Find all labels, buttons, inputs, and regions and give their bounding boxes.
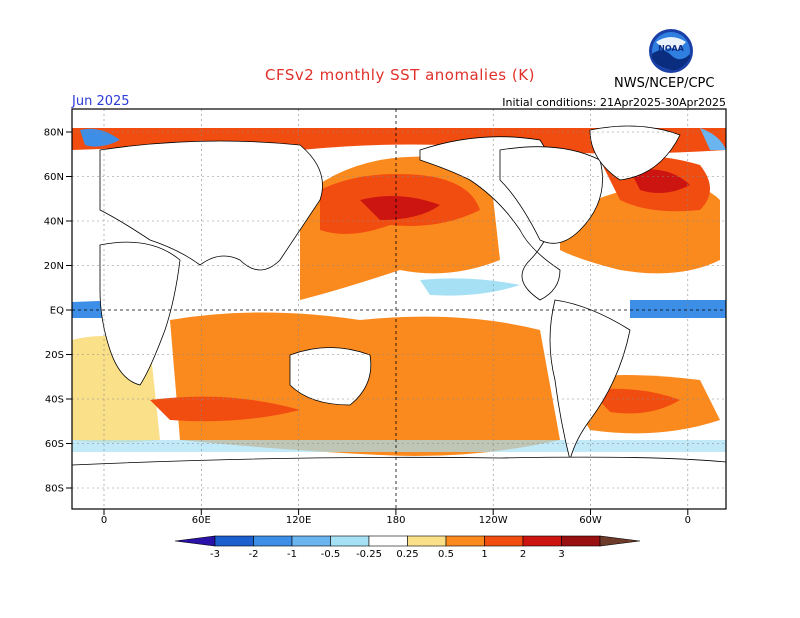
graticule bbox=[72, 109, 726, 509]
lat-label: EQ bbox=[50, 306, 64, 317]
lat-label: 80N bbox=[44, 128, 64, 139]
colorbar-label: 0.5 bbox=[438, 549, 454, 560]
colorbar-swatch bbox=[253, 535, 293, 547]
lon-label: 0 bbox=[685, 515, 691, 526]
colorbar-label: 1 bbox=[481, 549, 487, 560]
colorbar-swatch bbox=[214, 535, 254, 547]
lat-label: 80S bbox=[45, 484, 64, 495]
lat-label: 20N bbox=[44, 261, 64, 272]
noaa-logo: NOAA bbox=[648, 28, 694, 74]
colorbar-label: -3 bbox=[210, 549, 220, 560]
lat-label: 40N bbox=[44, 217, 64, 228]
colorbar-swatch bbox=[445, 535, 485, 547]
colorbar-label: -2 bbox=[249, 549, 259, 560]
agency-label: NWS/NCEP/CPC bbox=[614, 76, 715, 91]
lat-label: 20S bbox=[45, 350, 64, 361]
colorbar-swatch bbox=[522, 535, 562, 547]
lon-label: 0 bbox=[101, 515, 107, 526]
lat-label: 40S bbox=[45, 395, 64, 406]
map-title: CFSv2 monthly SST anomalies (K) bbox=[265, 66, 535, 84]
initial-conditions: Initial conditions: 21Apr2025-30Apr2025 bbox=[502, 96, 726, 109]
lon-label: 60E bbox=[192, 515, 211, 526]
colorbar-label: -1 bbox=[287, 549, 297, 560]
colorbar-swatch bbox=[291, 535, 331, 547]
svg-text:NOAA: NOAA bbox=[658, 44, 684, 53]
colorbar-label: 2 bbox=[520, 549, 526, 560]
lon-label: 120W bbox=[479, 515, 508, 526]
land-masks bbox=[72, 125, 726, 509]
colorbar: -3 -2 -1 -0.5 -0.25 0.25 0.5 1 2 3 bbox=[174, 535, 641, 560]
colorbar-arrow-high bbox=[599, 535, 641, 547]
lon-label: 60W bbox=[579, 515, 602, 526]
colorbar-swatch bbox=[561, 535, 601, 547]
forecast-month: Jun 2025 bbox=[72, 94, 130, 109]
lon-label: 180 bbox=[386, 515, 405, 526]
colorbar-arrow-low bbox=[174, 535, 216, 547]
lat-label: 60N bbox=[44, 172, 64, 183]
longitude-labels: 0 60E 120E 180 120W 60W 0 bbox=[101, 509, 691, 526]
colorbar-swatch bbox=[330, 535, 370, 547]
colorbar-swatch bbox=[368, 535, 408, 547]
lat-label: 60S bbox=[45, 439, 64, 450]
colorbar-label: 0.25 bbox=[396, 549, 418, 560]
colorbar-swatch bbox=[407, 535, 447, 547]
colorbar-label: -0.5 bbox=[321, 549, 341, 560]
lon-label: 120E bbox=[286, 515, 311, 526]
map-frame bbox=[71, 108, 727, 510]
colorbar-swatch bbox=[484, 535, 524, 547]
colorbar-label: -0.25 bbox=[356, 549, 382, 560]
latitude-labels: 80N 60N 40N 20N EQ 20S 40S 60S 80S bbox=[44, 128, 72, 495]
colorbar-label: 3 bbox=[558, 549, 564, 560]
